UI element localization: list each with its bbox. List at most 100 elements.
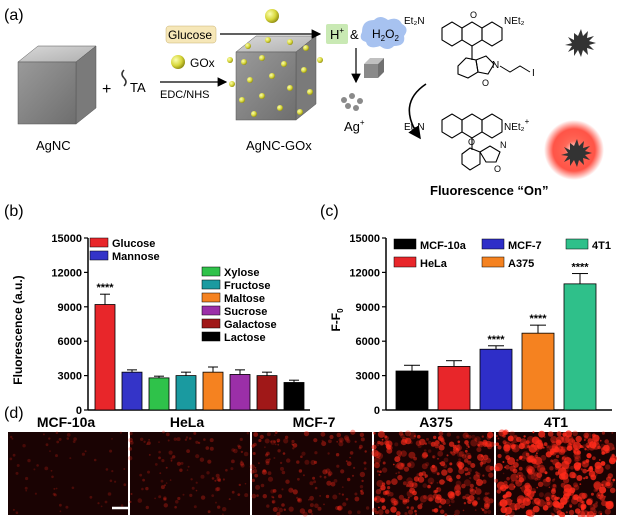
cell-spot [438, 505, 442, 509]
panel-a-label: (a) [4, 7, 24, 24]
cell-spot [582, 468, 588, 474]
agnc-gox-label: AgNC-GOx [246, 138, 312, 153]
cell-spot [338, 492, 341, 495]
cell-spot [296, 496, 299, 499]
legend-swatch [481, 256, 505, 268]
cell-spot [158, 495, 162, 499]
cell-spot [319, 475, 322, 478]
cell-spot [360, 491, 365, 495]
fluorescence-on-label: Fluorescence “On” [430, 183, 548, 198]
cell-spot [565, 430, 573, 438]
cell-spot [509, 502, 517, 511]
cell-spot [497, 437, 500, 440]
cell-spot [341, 486, 344, 488]
cell-spot [408, 509, 414, 515]
cell-spot [434, 444, 439, 449]
cell-spot [120, 504, 124, 507]
cell-spot [237, 444, 241, 448]
cell-spot [400, 450, 407, 457]
cell-spot [524, 484, 533, 492]
cell-spot [65, 505, 69, 509]
cell-spot [610, 502, 613, 505]
cell-spot [71, 486, 75, 490]
cell-spot [337, 506, 342, 511]
cell-spot [437, 457, 439, 460]
cell-spot [454, 484, 461, 491]
cell-spot [376, 470, 380, 473]
cell-spot [277, 506, 280, 509]
cell-spot [484, 497, 490, 503]
cell-spot [304, 459, 310, 465]
cell-spot [562, 501, 566, 505]
cell-spot [270, 440, 273, 443]
cell-spot [458, 468, 465, 475]
cell-spot [292, 447, 295, 450]
cell-spot [612, 481, 615, 484]
cell-spot [476, 447, 482, 453]
cell-spot [378, 506, 380, 509]
cell-spot [415, 440, 422, 447]
legend-label: Mannose [112, 251, 160, 263]
cell-spot [265, 453, 269, 457]
micrograph-row: MCF-10a HeLa MCF-7 A375 4T1 [8, 414, 617, 517]
ag-ion-particles [341, 93, 363, 111]
cell-spot [205, 446, 210, 450]
cell-spot [573, 448, 580, 456]
cell-spot [540, 454, 547, 461]
cell-spot [333, 479, 338, 483]
cell-spot [433, 490, 437, 494]
cell-spot [302, 511, 308, 517]
cell-spot [421, 463, 428, 470]
cell-spot [406, 477, 413, 484]
bar-mannose [121, 371, 143, 411]
cell-spot [380, 497, 386, 503]
cell-spot [272, 507, 278, 512]
cell-spot [446, 454, 449, 457]
cell-spot [511, 479, 514, 483]
cell-spot [252, 468, 258, 474]
cell-spot [450, 492, 455, 496]
cell-spot [584, 435, 589, 440]
cell-spot [394, 456, 401, 463]
cell-spot [530, 472, 538, 480]
y-tick-label: 6000 [58, 336, 82, 348]
cell-spot [565, 435, 574, 444]
cell-spot [455, 490, 461, 496]
cell-spot [417, 434, 421, 439]
cell-spot [546, 445, 550, 449]
cell-spot [586, 453, 592, 459]
cell-spot [286, 458, 291, 463]
cell-spot [413, 456, 417, 461]
cell-spot [448, 441, 455, 447]
reaction-curve-arrow [408, 83, 427, 140]
cell-spot [447, 467, 453, 474]
cell-spot [146, 443, 148, 446]
cell-spot [413, 496, 419, 501]
cell-spot [439, 479, 445, 485]
cell-spot [211, 494, 215, 497]
cell-spot [84, 450, 87, 453]
gox-bead-icon [171, 55, 185, 69]
cell-spot [545, 451, 552, 458]
cell-spot [486, 435, 492, 440]
cell-spot [200, 495, 206, 500]
cell-spot [384, 436, 389, 441]
cell-spot [160, 485, 165, 490]
cell-spot [148, 439, 151, 441]
cell-spot [444, 513, 448, 517]
cell-spot [556, 431, 562, 437]
cell-spot [15, 471, 19, 475]
legend-label: Sucrose [224, 306, 267, 318]
cell-spot [505, 464, 510, 470]
cell-spot [351, 474, 355, 477]
cell-spot [297, 477, 300, 481]
cell-spot [537, 464, 540, 468]
cell-spot [509, 430, 515, 437]
cell-spot [417, 444, 422, 448]
cell-spot [143, 440, 146, 443]
cell-spot [237, 445, 242, 450]
cell-spot [239, 437, 243, 441]
cell-spot [546, 445, 555, 453]
cell-spot [323, 475, 327, 479]
cell-spot [442, 442, 446, 446]
